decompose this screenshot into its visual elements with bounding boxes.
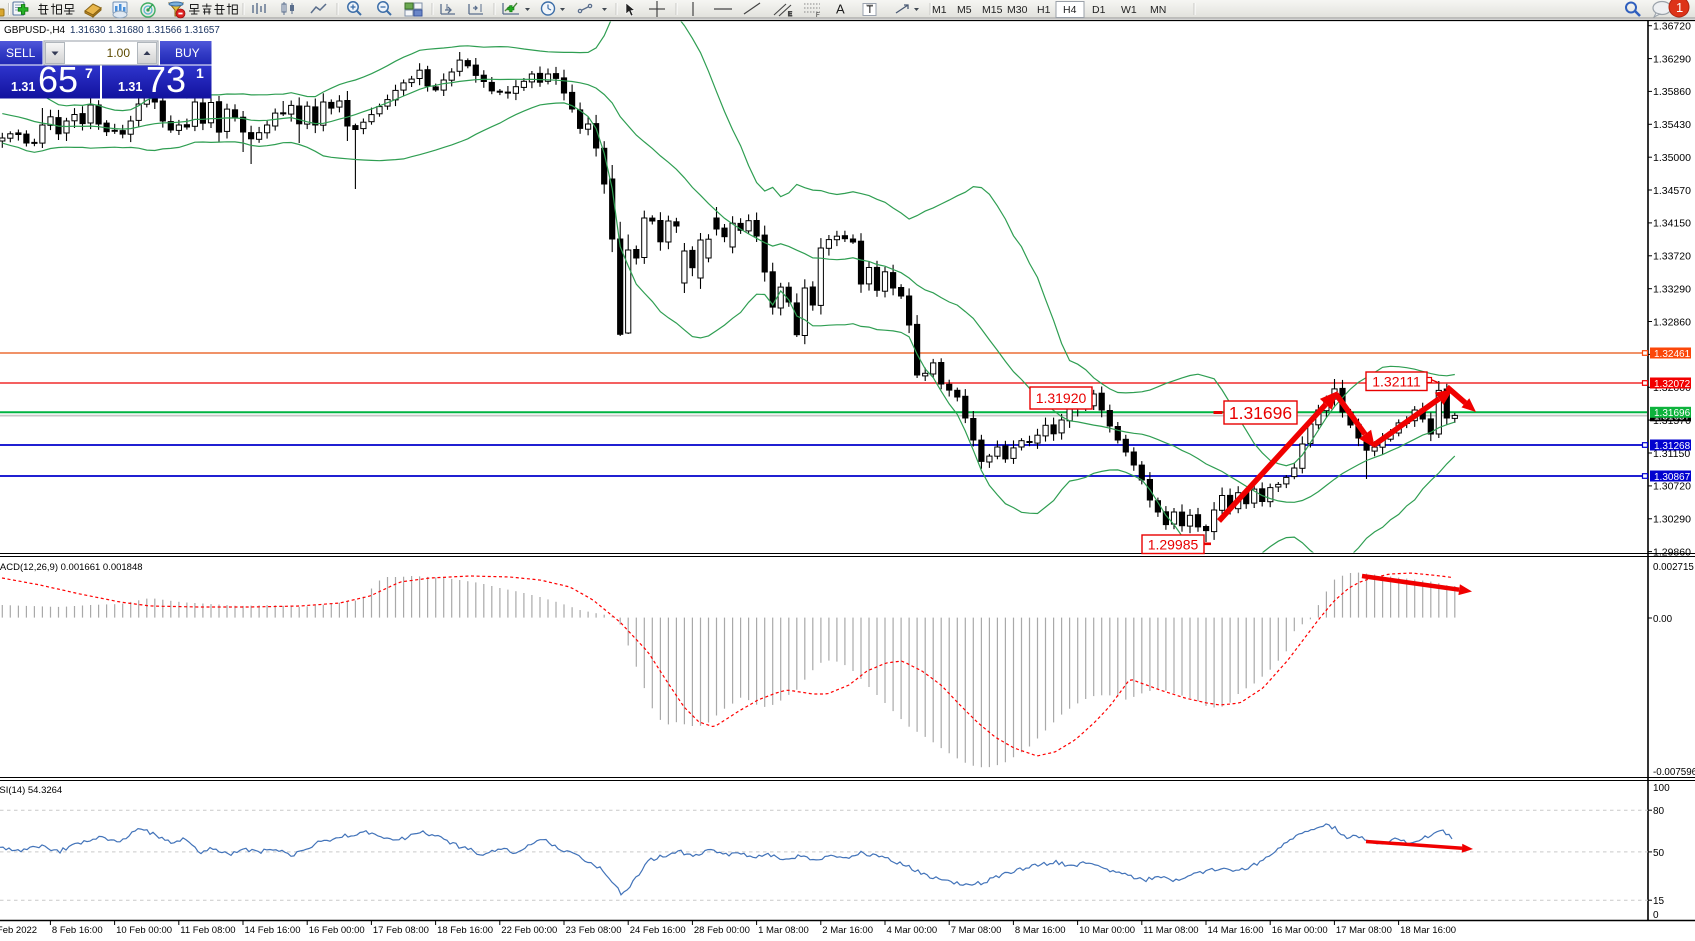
- svg-text:E: E: [788, 12, 792, 18]
- svg-text:1.31150: 1.31150: [1653, 448, 1690, 460]
- svg-text:M5: M5: [957, 4, 972, 16]
- svg-text:W1: W1: [1121, 4, 1137, 16]
- svg-text:BUY: BUY: [175, 46, 200, 60]
- svg-text:1.31: 1.31: [118, 80, 142, 94]
- svg-text:65: 65: [38, 59, 78, 100]
- svg-text:18 Mar 16:00: 18 Mar 16:00: [1400, 925, 1456, 936]
- svg-text:1.34570: 1.34570: [1653, 185, 1691, 197]
- svg-text:MACD(12,26,9) 0.001661 0.00184: MACD(12,26,9) 0.001661 0.001848: [0, 562, 143, 573]
- svg-text:8 Feb 16:00: 8 Feb 16:00: [52, 925, 103, 936]
- svg-text:1.30867: 1.30867: [1654, 472, 1691, 483]
- svg-text:4 Mar 00:00: 4 Mar 00:00: [887, 925, 938, 936]
- svg-text:1.00: 1.00: [107, 46, 131, 60]
- svg-text:23 Feb 08:00: 23 Feb 08:00: [566, 925, 622, 936]
- svg-text:14 Feb 16:00: 14 Feb 16:00: [245, 925, 301, 936]
- svg-text:RSI(14) 54.3264: RSI(14) 54.3264: [0, 785, 62, 796]
- svg-text:8 Mar 16:00: 8 Mar 16:00: [1015, 925, 1066, 936]
- svg-text:100: 100: [1653, 783, 1670, 794]
- svg-text:11 Feb 08:00: 11 Feb 08:00: [180, 925, 235, 936]
- svg-text:1.31696: 1.31696: [1229, 403, 1292, 423]
- svg-text:7 Feb 2022: 7 Feb 2022: [0, 925, 37, 936]
- svg-text:16 Mar 00:00: 16 Mar 00:00: [1272, 925, 1328, 936]
- svg-text:14 Mar 16:00: 14 Mar 16:00: [1208, 925, 1264, 936]
- svg-text:17 Feb 08:00: 17 Feb 08:00: [373, 925, 429, 936]
- svg-text:0.002715: 0.002715: [1653, 562, 1694, 573]
- svg-text:M1: M1: [932, 4, 947, 16]
- svg-text:-0.007596: -0.007596: [1653, 767, 1695, 778]
- svg-text:1: 1: [1676, 0, 1683, 15]
- svg-text:M30: M30: [1007, 4, 1028, 16]
- svg-text:16 Feb 00:00: 16 Feb 00:00: [309, 925, 365, 936]
- svg-text:1.33290: 1.33290: [1653, 284, 1691, 296]
- svg-text:0: 0: [1653, 910, 1659, 921]
- svg-text:1.33720: 1.33720: [1653, 251, 1691, 263]
- svg-text:10 Mar 00:00: 10 Mar 00:00: [1079, 925, 1135, 936]
- svg-text:17 Mar 08:00: 17 Mar 08:00: [1336, 925, 1392, 936]
- svg-text:1.36290: 1.36290: [1653, 53, 1691, 65]
- svg-text:10 Feb 00:00: 10 Feb 00:00: [116, 925, 172, 936]
- svg-text:H1: H1: [1037, 4, 1051, 16]
- svg-text:80: 80: [1653, 806, 1665, 817]
- svg-text:11 Mar 08:00: 11 Mar 08:00: [1143, 925, 1198, 936]
- svg-text:18 Feb 16:00: 18 Feb 16:00: [437, 925, 493, 936]
- svg-text:24 Feb 16:00: 24 Feb 16:00: [630, 925, 686, 936]
- svg-text:50: 50: [1653, 848, 1665, 859]
- svg-text:1.36720: 1.36720: [1653, 21, 1691, 33]
- svg-text:2 Mar 16:00: 2 Mar 16:00: [822, 925, 873, 936]
- svg-text:1.32461: 1.32461: [1654, 349, 1691, 360]
- svg-text:1.31: 1.31: [11, 80, 35, 94]
- svg-text:1.32111: 1.32111: [1372, 373, 1421, 389]
- svg-text:0.00: 0.00: [1653, 614, 1673, 625]
- svg-text:1.31630 1.31680 1.31566 1.3165: 1.31630 1.31680 1.31566 1.31657: [70, 25, 220, 36]
- svg-text:1.30720: 1.30720: [1653, 481, 1691, 493]
- svg-text:GBPUSD-,H4: GBPUSD-,H4: [4, 25, 66, 36]
- svg-text:1.31920: 1.31920: [1036, 390, 1087, 406]
- svg-text:1.31696: 1.31696: [1654, 408, 1691, 419]
- svg-text:A: A: [836, 2, 845, 17]
- svg-text:7: 7: [85, 65, 93, 81]
- svg-text:73: 73: [146, 59, 186, 100]
- svg-text:1.35860: 1.35860: [1653, 86, 1691, 98]
- svg-text:1.32860: 1.32860: [1653, 316, 1691, 328]
- svg-text:M15: M15: [982, 4, 1003, 16]
- svg-text:1.29985: 1.29985: [1148, 536, 1199, 552]
- svg-text:1.34150: 1.34150: [1653, 218, 1691, 230]
- svg-text:15: 15: [1653, 896, 1665, 907]
- svg-text:1.30290: 1.30290: [1653, 514, 1691, 526]
- svg-text:1.31268: 1.31268: [1654, 441, 1691, 452]
- svg-text:28 Feb 00:00: 28 Feb 00:00: [694, 925, 750, 936]
- svg-text:1.29860: 1.29860: [1653, 546, 1691, 558]
- svg-text:1.32072: 1.32072: [1654, 379, 1691, 390]
- svg-text:D1: D1: [1092, 4, 1106, 16]
- svg-text:1 Mar 08:00: 1 Mar 08:00: [758, 925, 809, 936]
- svg-text:H4: H4: [1063, 4, 1077, 16]
- svg-text:F: F: [816, 13, 820, 19]
- svg-text:T: T: [867, 4, 874, 16]
- svg-text:1.35000: 1.35000: [1653, 152, 1691, 164]
- svg-text:MN: MN: [1150, 4, 1166, 16]
- svg-text:22 Feb 00:00: 22 Feb 00:00: [501, 925, 557, 936]
- svg-text:1: 1: [196, 65, 204, 81]
- svg-text:1.35430: 1.35430: [1653, 119, 1691, 131]
- svg-text:SELL: SELL: [6, 46, 36, 60]
- svg-text:7 Mar 08:00: 7 Mar 08:00: [951, 925, 1002, 936]
